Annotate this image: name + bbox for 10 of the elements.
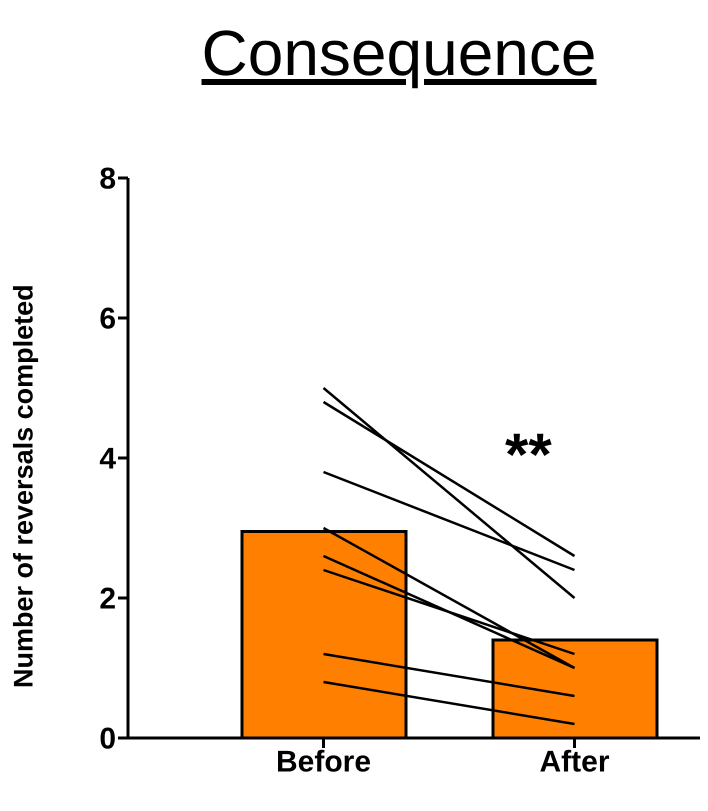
- y-tick-label: 0: [99, 722, 116, 756]
- y-tick-label: 6: [99, 302, 116, 336]
- x-tick-label: Before: [276, 745, 372, 778]
- chart-title: Consequence: [200, 16, 598, 91]
- annotation: **: [505, 421, 552, 488]
- y-tick-label: 4: [99, 442, 116, 476]
- y-axis-title: Number of reversals completed: [8, 284, 39, 688]
- y-tick-label: 8: [99, 162, 116, 196]
- y-tick-label: 2: [99, 582, 116, 616]
- x-tick-label: After: [539, 745, 610, 778]
